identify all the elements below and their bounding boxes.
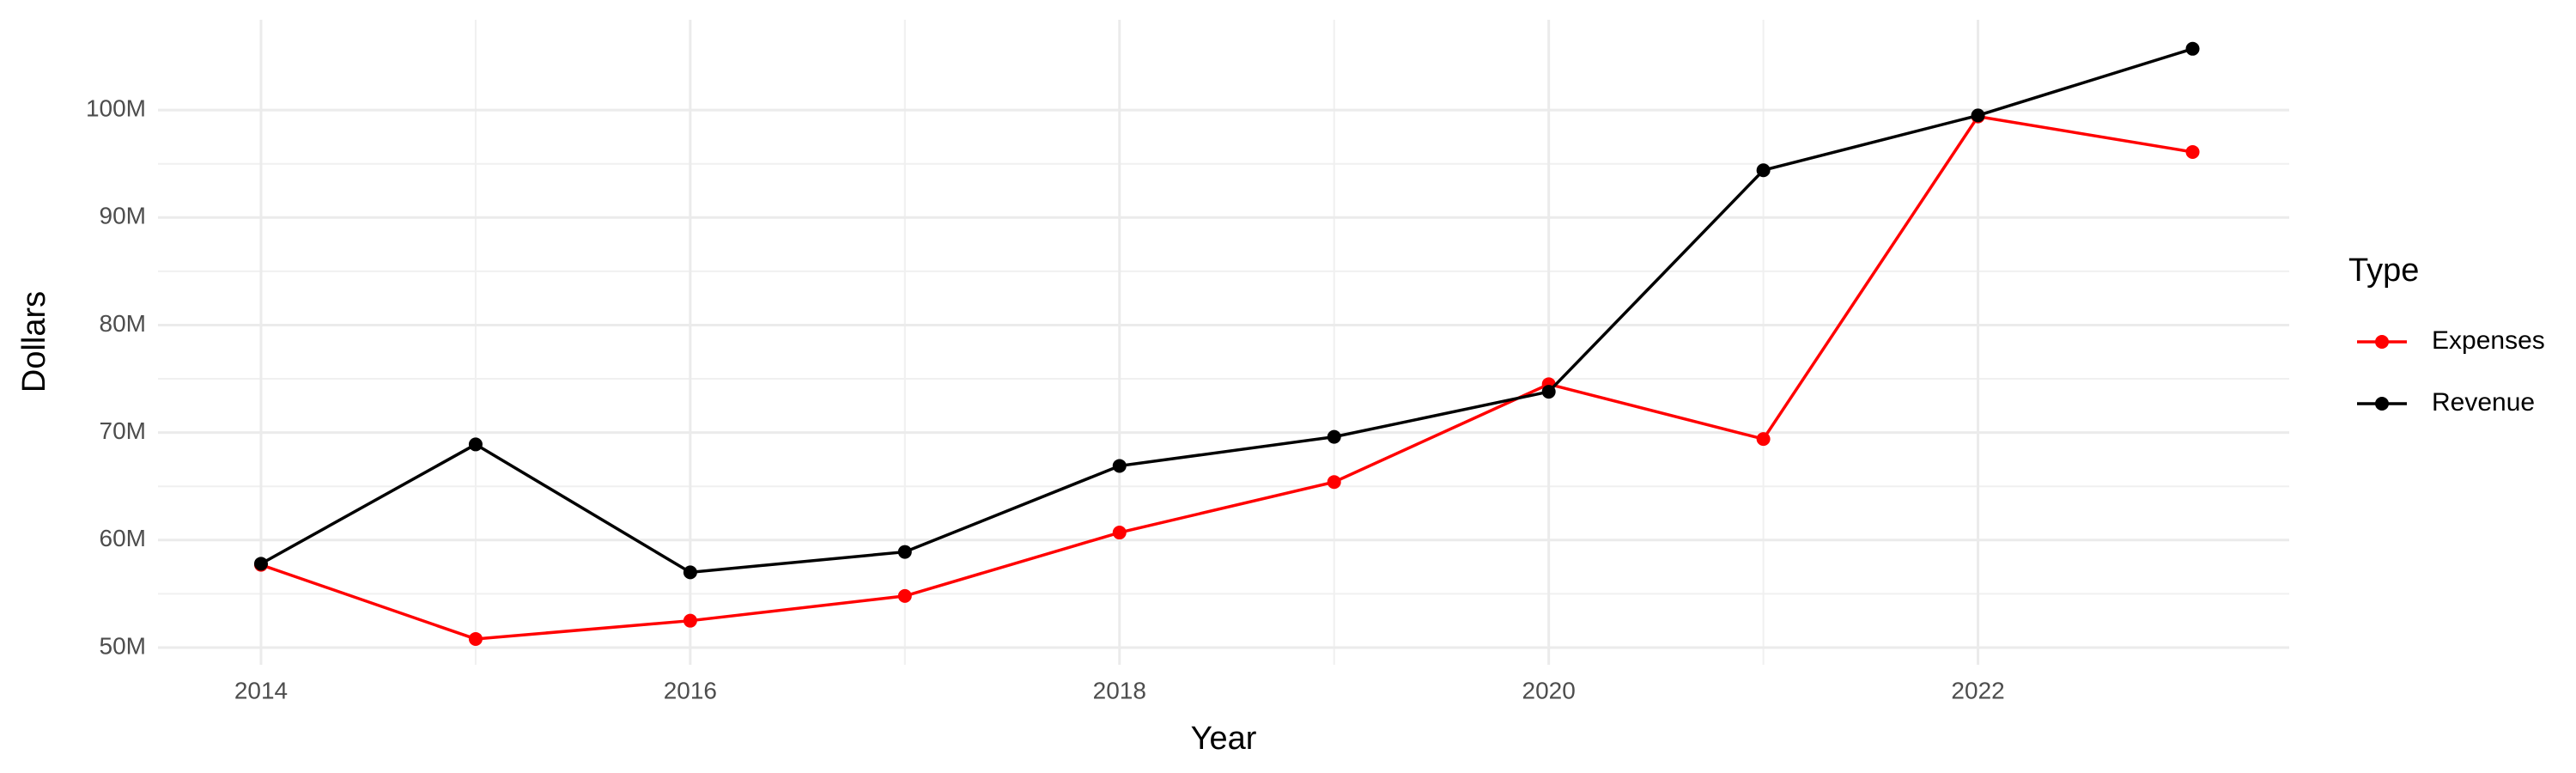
legend-label: Expenses bbox=[2432, 326, 2545, 355]
x-tick-label: 2022 bbox=[1951, 677, 2004, 703]
legend-label: Revenue bbox=[2432, 388, 2535, 417]
data-point bbox=[1541, 385, 1556, 399]
data-point bbox=[1112, 526, 1127, 540]
data-point bbox=[1756, 163, 1771, 178]
data-point bbox=[1756, 432, 1771, 447]
x-tick-label: 2018 bbox=[1093, 677, 1146, 703]
legend-title: Type bbox=[2348, 253, 2419, 289]
data-point bbox=[897, 545, 912, 559]
data-point bbox=[468, 631, 483, 646]
y-tick-label: 60M bbox=[100, 525, 146, 551]
x-tick-label: 2014 bbox=[234, 677, 288, 703]
data-point bbox=[683, 613, 697, 628]
legend-key-point bbox=[2375, 397, 2389, 411]
y-axis-title: Dollars bbox=[16, 291, 52, 393]
data-point bbox=[897, 588, 912, 603]
y-tick-label: 50M bbox=[100, 632, 146, 659]
data-point bbox=[1327, 429, 1341, 444]
x-axis-title: Year bbox=[1191, 721, 1257, 757]
y-tick-label: 80M bbox=[100, 310, 146, 337]
x-tick-label: 2016 bbox=[664, 677, 717, 703]
data-point bbox=[1971, 108, 1985, 123]
x-tick-label: 2020 bbox=[1522, 677, 1576, 703]
data-point bbox=[2185, 144, 2200, 159]
data-point bbox=[468, 437, 483, 452]
y-tick-label: 100M bbox=[86, 95, 146, 122]
data-point bbox=[683, 565, 697, 580]
series-line bbox=[260, 114, 2193, 641]
y-tick-label: 70M bbox=[100, 417, 146, 444]
data-point bbox=[1327, 475, 1341, 490]
data-point bbox=[253, 557, 268, 571]
legend-key-point bbox=[2375, 335, 2389, 349]
y-tick-label: 90M bbox=[100, 203, 146, 229]
data-point bbox=[2185, 41, 2200, 56]
data-point bbox=[1112, 459, 1127, 473]
series-line bbox=[260, 47, 2194, 575]
